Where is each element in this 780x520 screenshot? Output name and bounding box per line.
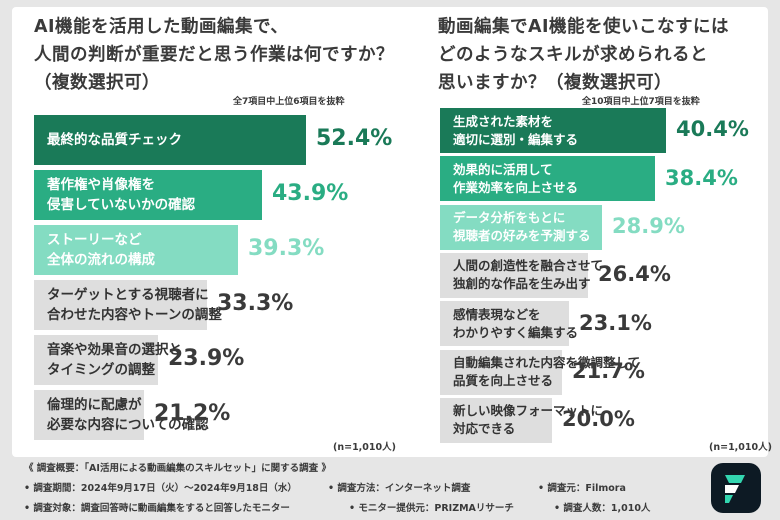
bar-label-line: 適切に選別・編集する: [453, 131, 579, 147]
footer-period: • 調査期間：2024年9月17日（火）〜2024年9月18日（水）: [24, 483, 297, 494]
left-title-line: 人間の判断が重要だと思う作業は何ですか？: [34, 45, 394, 65]
value-label-1: 52.4%: [316, 126, 393, 152]
right-subset-note: 全10項目中上位7項目を抜粋: [582, 97, 700, 107]
bar-2: 著作権や肖像権を侵害していないかの確認: [34, 170, 262, 220]
value-label-7: 20.0%: [562, 407, 635, 432]
bar-4: 人間の創造性を融合させて 独創的な作品を生み出す: [440, 252, 604, 298]
bar-label-line: 倫理的に配慮が: [47, 397, 142, 413]
bar-6: 自動編集された内容を微調整して 品質を向上させる: [440, 349, 641, 395]
bar-3: ストーリーなど 全体の流れの構成: [34, 225, 238, 275]
bar-label-line: 人間の創造性を融合させて: [453, 258, 604, 274]
value-label-1: 40.4%: [676, 117, 749, 142]
bar-label-line: 全体の流れの構成: [47, 252, 155, 268]
bar-5: 感情表現などをわかりやすく編集する: [440, 301, 579, 347]
right-sample-size: (n=1,010人): [709, 442, 772, 453]
value-label-6: 21.7%: [572, 358, 645, 383]
value-label-3: 28.9%: [612, 214, 685, 239]
bar-5: 音楽や効果音の選択と タイミングの調整: [34, 335, 182, 385]
left-subset-note: 全7項目中上位6項目を抜粋: [233, 97, 345, 107]
bar-2: 効果的に活用して作業効率を向上させる: [440, 156, 655, 202]
right-title-line: 動画編集でAI機能を使いこなすには: [438, 17, 730, 37]
value-label-6: 21.2%: [154, 401, 231, 427]
footer-count: • 調査人数：1,010人: [554, 503, 651, 514]
filmora-logo-glyph: [725, 475, 745, 503]
filmora-logo-icon: [711, 463, 761, 513]
bar-label-line: ストーリーなど: [47, 232, 142, 248]
footer-provider: • モニター提供元：PRIZMAリサーチ: [349, 503, 514, 514]
footer-title: 《 調査概要：「AI活用による動画編集のスキルセット」に関する調査 》: [24, 463, 331, 474]
value-label-4: 33.3%: [217, 291, 294, 317]
bar-label-line: 音楽や効果音の選択と: [47, 342, 182, 358]
bar-label-line: 生成された素材を: [453, 113, 554, 129]
bar-label-line: 著作権や肖像権を: [47, 177, 155, 193]
right-question-title: 動画編集でAI機能を使いこなすには どのようなスキルが求められると 思いますか？…: [438, 13, 729, 97]
footer-method: • 調査方法：インターネット調査: [328, 483, 471, 494]
bar-1: 生成された素材を適切に選別・編集する: [440, 108, 666, 153]
bar-label-line: 視聴者の好みを予測する: [453, 228, 591, 244]
value-label-5: 23.9%: [168, 346, 245, 372]
value-label-4: 26.4%: [598, 262, 671, 287]
bar-label-line: 新しい映像フォーマットに: [453, 403, 604, 419]
left-title-line: AI機能を活用した動画編集で、: [34, 17, 289, 37]
bar-label-line: 作業効率を向上させる: [453, 179, 579, 195]
bar-label-line: 感情表現などを: [453, 306, 541, 322]
footer-source: • 調査元：Filmora: [538, 483, 626, 494]
bar-3: データ分析をもとに視聴者の好みを予測する: [440, 204, 602, 250]
bar-label-line: 自動編集された内容を微調整して: [453, 355, 641, 370]
bar-label-line: わかりやすく編集する: [453, 324, 579, 340]
bar-label-line: タイミングの調整: [47, 362, 155, 378]
survey-card: AI機能を活用した動画編集で、 人間の判断が重要だと思う作業は何ですか？ （複数…: [12, 7, 772, 457]
bar-label-line: 品質を向上させる: [453, 373, 554, 388]
bar-6: 倫理的に配慮が必要な内容についての確認: [34, 390, 209, 440]
bar-label-line: 必要な内容についての確認: [47, 417, 209, 433]
bar-label-line: データ分析をもとに: [453, 210, 566, 226]
left-title-line: （複数選択可）: [34, 73, 160, 93]
bar-label-line: 効果的に活用して: [453, 161, 553, 177]
bar-label-line: 独創的な作品を生み出す: [453, 276, 591, 292]
right-title-line: 思いますか？（複数選択可）: [438, 73, 672, 93]
footer-target: • 調査対象：調査回答時に動画編集をすると回答したモニター: [24, 503, 290, 514]
bar-7: 新しい映像フォーマットに 対応できる: [440, 397, 604, 443]
bar-label-line: 合わせた内容やトーンの調整: [47, 307, 222, 323]
value-label-2: 38.4%: [665, 165, 738, 190]
bar-label-line: 対応できる: [453, 421, 516, 437]
bar-4: ターゲットとする視聴者に 合わせた内容やトーンの調整: [34, 280, 222, 330]
right-title-line: どのようなスキルが求められると: [438, 45, 708, 65]
bar-label-line: ターゲットとする視聴者に: [47, 287, 209, 303]
bar-label-line: 侵害していないかの確認: [47, 197, 196, 213]
left-sample-size: (n=1,010人): [333, 442, 396, 453]
value-label-3: 39.3%: [248, 236, 325, 262]
bar-label-line: 最終的な品質チェック: [47, 132, 182, 148]
value-label-2: 43.9%: [272, 181, 349, 207]
value-label-5: 23.1%: [579, 310, 652, 335]
bar-1: 最終的な品質チェック: [34, 115, 306, 165]
left-question-title: AI機能を活用した動画編集で、 人間の判断が重要だと思う作業は何ですか？ （複数…: [34, 13, 394, 97]
